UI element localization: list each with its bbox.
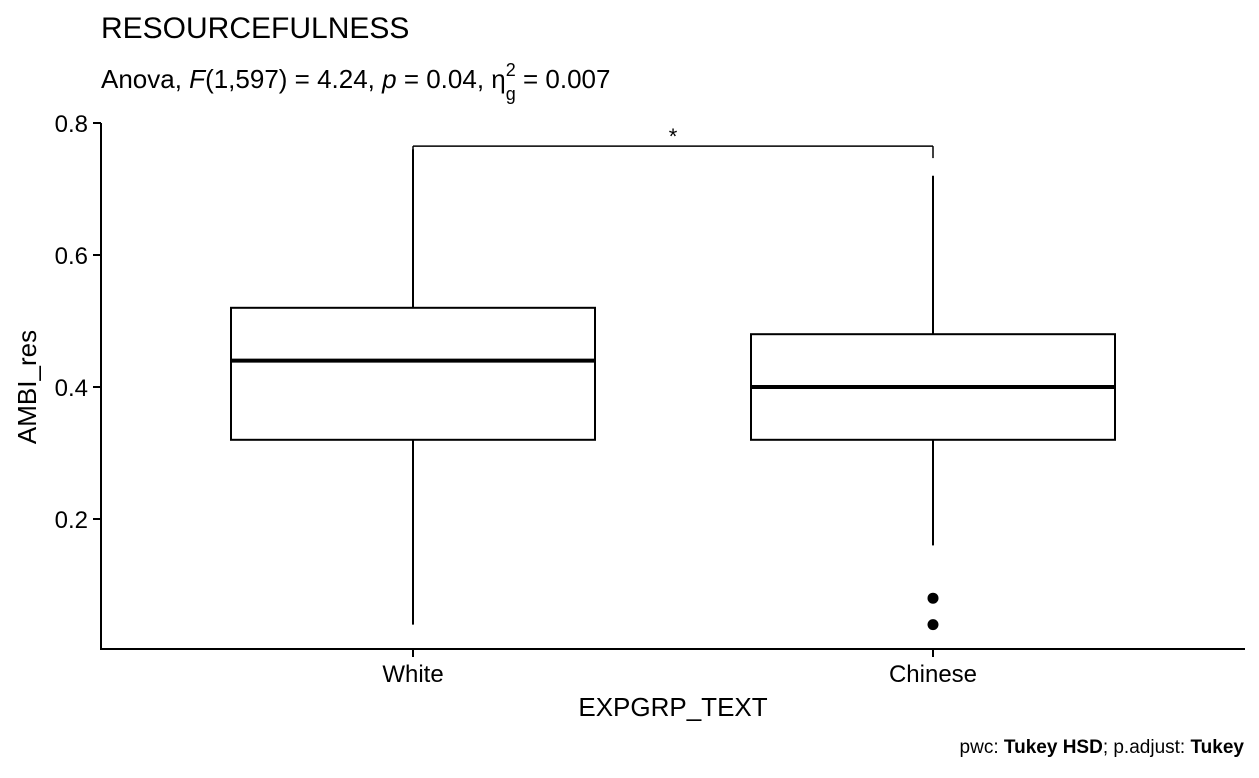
- significance-label: *: [669, 124, 678, 149]
- x-tick-label: White: [382, 661, 443, 688]
- subtitle-eta-value: = 0.007: [516, 64, 611, 94]
- iqr-box: [230, 306, 596, 441]
- y-tick-label: 0.8: [55, 111, 88, 138]
- subtitle-stat-letter: F: [189, 64, 207, 94]
- caption-pwc-method: Tukey HSD: [1004, 737, 1103, 758]
- caption-pwc-label: pwc:: [960, 737, 1004, 758]
- subtitle-eta-sub: g: [506, 84, 516, 104]
- outlier-point: [927, 619, 939, 631]
- box-white: [230, 149, 596, 625]
- significance-bracket: *: [412, 124, 934, 159]
- y-tick-label: 0.6: [55, 243, 88, 270]
- outlier-point: [927, 592, 939, 604]
- y-ticks: 0.2 0.4 0.6 0.8: [55, 111, 101, 534]
- y-tick-label: 0.2: [55, 507, 88, 534]
- y-tick-label: 0.4: [55, 375, 88, 402]
- subtitle-p-letter: p: [381, 64, 396, 94]
- chart-subtitle: Anova, F(1,597) = 4.24, p = 0.04, η2 g = …: [101, 60, 610, 104]
- x-ticks: White Chinese: [382, 649, 977, 688]
- box-chinese: [750, 175, 1116, 631]
- subtitle-prefix: Anova,: [101, 64, 189, 94]
- caption-adjust-method: Tukey: [1190, 737, 1244, 758]
- subtitle-eta: η: [491, 64, 505, 94]
- subtitle-stat-args: (1,597) = 4.24,: [205, 64, 382, 94]
- boxes-layer: [230, 149, 1116, 631]
- caption-adjust-label: ; p.adjust:: [1103, 737, 1191, 758]
- chart-title: RESOURCEFULNESS: [101, 12, 409, 45]
- subtitle-eta-sup: 2: [506, 60, 516, 80]
- x-axis-title: EXPGRP_TEXT: [578, 692, 767, 722]
- y-axis-title: AMBI_res: [12, 330, 42, 444]
- x-tick-label: Chinese: [889, 661, 977, 688]
- chart-caption: pwc: Tukey HSD; p.adjust: Tukey: [960, 737, 1245, 758]
- subtitle-p-value: = 0.04,: [397, 64, 492, 94]
